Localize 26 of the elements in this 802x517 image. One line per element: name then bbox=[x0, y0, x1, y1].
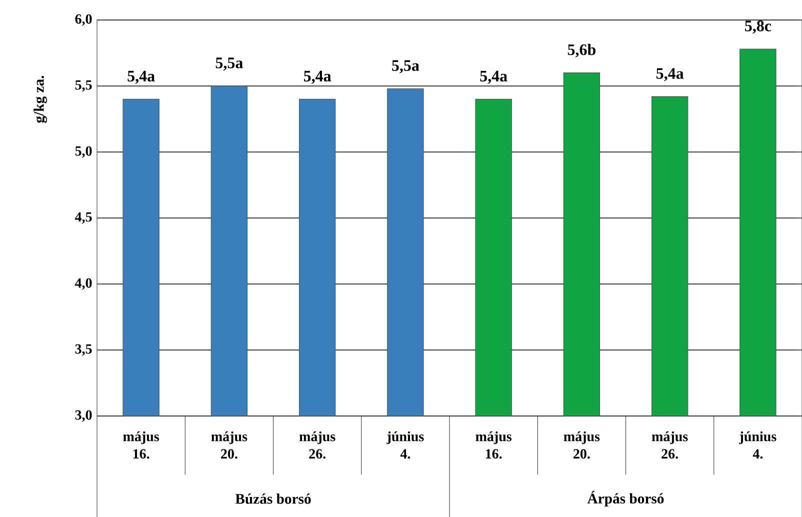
data-label: 5,6b bbox=[568, 44, 596, 58]
y-axis-title: g/kg za. bbox=[34, 76, 47, 123]
data-label: 5,5a bbox=[392, 60, 420, 74]
data-label: 5,4a bbox=[128, 70, 155, 84]
text: Búzás borsó bbox=[235, 493, 311, 504]
data-label: 5,4a bbox=[480, 70, 508, 84]
y-tick-label: 3,5 bbox=[75, 344, 92, 356]
y-tick-label: 4,5 bbox=[74, 212, 92, 224]
y-tick-label: 5,5 bbox=[75, 80, 92, 92]
data-label: 5,4a bbox=[304, 70, 332, 84]
x-tick-label: május 20. bbox=[211, 431, 248, 459]
x-tick-label: június 4. bbox=[739, 431, 776, 459]
data-label: 5,4a bbox=[656, 68, 684, 82]
x-tick-label: május 20. bbox=[564, 431, 600, 459]
x-tick-label: május 16. bbox=[476, 431, 512, 459]
data-label: 5,5a bbox=[216, 58, 243, 71]
y-tick-label: 5,0 bbox=[75, 146, 92, 158]
y-tick-label: 4,0 bbox=[74, 278, 92, 290]
x-tick-label: május 16. bbox=[123, 431, 159, 459]
x-tick-label: június 4. bbox=[386, 431, 424, 459]
text: Árpás borsó bbox=[587, 490, 664, 507]
x-tick-label: május 26. bbox=[299, 431, 336, 459]
y-tick-label: 6,0 bbox=[75, 14, 92, 26]
data-label: 5,8c bbox=[745, 20, 772, 34]
x-tick-label: május 26. bbox=[652, 431, 688, 459]
y-tick-label: 3,0 bbox=[75, 410, 92, 422]
